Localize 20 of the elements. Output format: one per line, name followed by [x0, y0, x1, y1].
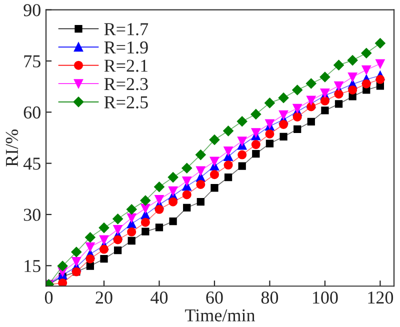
legend-label: R=2.5 [104, 96, 148, 109]
x-tick-label: 60 [206, 292, 223, 304]
x-tick-label: 120 [368, 292, 394, 304]
x-tick-label: 20 [96, 292, 112, 304]
legend-label: R=2.1 [104, 60, 148, 72]
y-tick-label: 45 [23, 158, 40, 170]
legend-label: R=1.7 [104, 23, 148, 36]
legend-label: R=1.9 [104, 41, 148, 54]
y-tick-label: 30 [24, 208, 40, 221]
x-axis-title: Time/min [185, 309, 256, 322]
y-tick-label: 15 [24, 260, 40, 272]
x-tick-label: 0 [44, 292, 53, 304]
y-tick-label: 75 [24, 55, 40, 68]
x-tick-label: 80 [261, 292, 278, 304]
y-tick-label: 90 [24, 4, 40, 16]
y-tick-label: 60 [24, 106, 40, 119]
y-axis-title: RI/% [6, 130, 18, 167]
x-tick-label: 40 [150, 292, 168, 304]
legend-label: R=2.3 [104, 78, 148, 90]
x-tick-label: 100 [313, 292, 338, 304]
